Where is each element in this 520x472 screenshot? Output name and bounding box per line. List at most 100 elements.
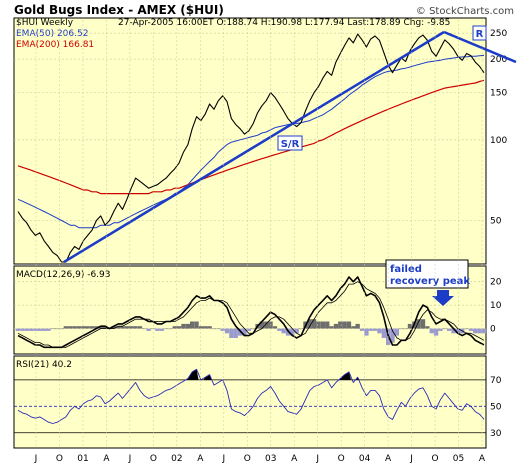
ema50-line — [17, 54, 485, 229]
macd-histogram-bar — [481, 328, 487, 334]
macd-histogram-bar — [142, 328, 147, 330]
macd-histogram-bar — [403, 328, 408, 330]
macd-histogram-bar — [194, 321, 199, 329]
macd-y-axis: 0 10 20 — [490, 278, 502, 335]
ema200-line — [17, 79, 485, 195]
macd-histogram-bar — [190, 321, 195, 329]
macd-histogram-bar — [98, 326, 103, 329]
rsi-y-axis: 30 50 70 — [490, 376, 502, 439]
x-tick-label: A — [385, 454, 392, 464]
x-tick-label: 04 — [359, 454, 371, 464]
macd-histogram-bar — [233, 328, 238, 338]
macd-histogram-bar — [163, 328, 169, 330]
macd-histogram-bar — [399, 328, 404, 330]
rsi-label: RSI(21) 40.2 — [16, 360, 72, 370]
x-tick-label: A — [479, 454, 486, 464]
macd-histogram-bar — [320, 321, 325, 329]
rsi-gridlines — [14, 379, 486, 434]
price-tick-label: 50 — [490, 216, 502, 226]
macd-histogram-bar — [338, 321, 343, 329]
rsi-layer — [17, 368, 485, 424]
x-tick-label: 01 — [77, 454, 88, 464]
macd-histogram-bar — [159, 328, 164, 331]
macd-histogram-bar — [294, 328, 299, 334]
macd-histogram-bar — [28, 328, 34, 331]
macd-histogram-bar — [94, 326, 99, 329]
macd-histogram-bar — [298, 328, 304, 330]
resistance-trendline — [443, 30, 517, 64]
macd-histogram-bar — [329, 326, 334, 329]
watermark: © StockCharts.com — [416, 6, 514, 17]
x-tick-label: O — [244, 454, 251, 464]
macd-histogram-bar — [211, 328, 217, 330]
macd-histogram-bar — [89, 326, 95, 329]
macd-histogram-bar — [381, 328, 386, 338]
macd-histogram-bar — [55, 328, 60, 330]
macd-line-layer — [17, 276, 485, 349]
price-tick-label: 200 — [490, 55, 507, 65]
x-tick-label: J — [128, 454, 132, 464]
macd-line — [17, 276, 485, 349]
macd-histogram-bar — [63, 326, 68, 329]
macd-histogram-bar — [368, 328, 373, 331]
ema200-layer — [17, 79, 485, 195]
r-label: R — [476, 29, 484, 40]
macd-histogram-bar — [172, 326, 177, 329]
macd-histogram-bar — [468, 328, 474, 331]
info-line-overlay: 27-Apr-2005 16:00ET O:188.74 H:190.98 L:… — [118, 18, 450, 28]
macd-histogram-bar — [429, 328, 434, 334]
price-tick-label: 250 — [490, 29, 507, 39]
macd-histogram-bar — [464, 328, 469, 330]
failed-peak-line2: recovery peak — [390, 276, 470, 287]
macd-histogram-bar — [438, 328, 443, 331]
ema200-label-overlay: EMA(200) 166.81 — [16, 40, 94, 50]
x-tick-label: J — [409, 454, 413, 464]
rsi-tick-label: 50 — [490, 402, 502, 412]
macd-histogram-bar — [46, 328, 51, 331]
macd-histogram-bar — [433, 328, 439, 336]
x-tick-label: O — [432, 454, 439, 464]
chart-title: Gold Bugs Index - AMEX ($HUI) — [14, 3, 224, 17]
macd-histogram-bar — [37, 328, 42, 331]
macd-histogram-bar — [102, 326, 108, 329]
macd-histogram-bar — [133, 326, 138, 329]
macd-histogram-bar — [59, 328, 64, 330]
macd-histogram-bar — [216, 328, 221, 330]
macd-histogram-bar — [220, 328, 225, 331]
macd-histogram-bar — [20, 328, 25, 331]
macd-histogram-bar — [346, 321, 352, 329]
r-label-box — [472, 25, 487, 41]
x-tick-label: O — [150, 454, 157, 464]
rsi-line — [17, 368, 485, 424]
macd-histogram-bar — [477, 328, 482, 334]
macd-histogram-bar — [24, 328, 29, 331]
macd-histogram-bar — [42, 328, 47, 331]
ema50-layer — [17, 54, 485, 229]
x-tick-label: 05 — [453, 454, 464, 464]
x-tick-label: 02 — [171, 454, 182, 464]
macd-histogram-bar — [155, 328, 160, 331]
macd-histogram-bar — [316, 321, 321, 329]
series-label-overlay: $HUI Weekly — [16, 18, 74, 28]
macd-histogram-bar — [281, 328, 286, 334]
macd-histogram-bar — [198, 326, 204, 329]
x-axis: J O 01 A J O 02 A J O 03 A J O 04 A J O 05 A — [34, 20, 486, 464]
macd-histogram-bar — [146, 328, 151, 331]
price-gridlines — [14, 32, 486, 221]
down-arrow-icon — [432, 290, 454, 306]
macd-histogram-bar — [442, 328, 447, 330]
macd-histogram-bar — [264, 321, 269, 329]
macd-histogram-bar — [325, 321, 330, 329]
macd-label: MACD(12,26,9) -6.93 — [16, 270, 111, 280]
macd-histogram-bar — [420, 319, 426, 329]
price-panel — [13, 17, 487, 265]
sr-label-box — [277, 135, 303, 151]
macd-histogram-bar — [355, 323, 360, 329]
macd-histogram-bar — [312, 319, 317, 329]
macd-histogram-bar — [425, 326, 430, 329]
macd-histogram-bar — [203, 326, 208, 329]
macd-histogram-bar — [76, 326, 82, 329]
macd-histogram-bar — [68, 326, 73, 329]
